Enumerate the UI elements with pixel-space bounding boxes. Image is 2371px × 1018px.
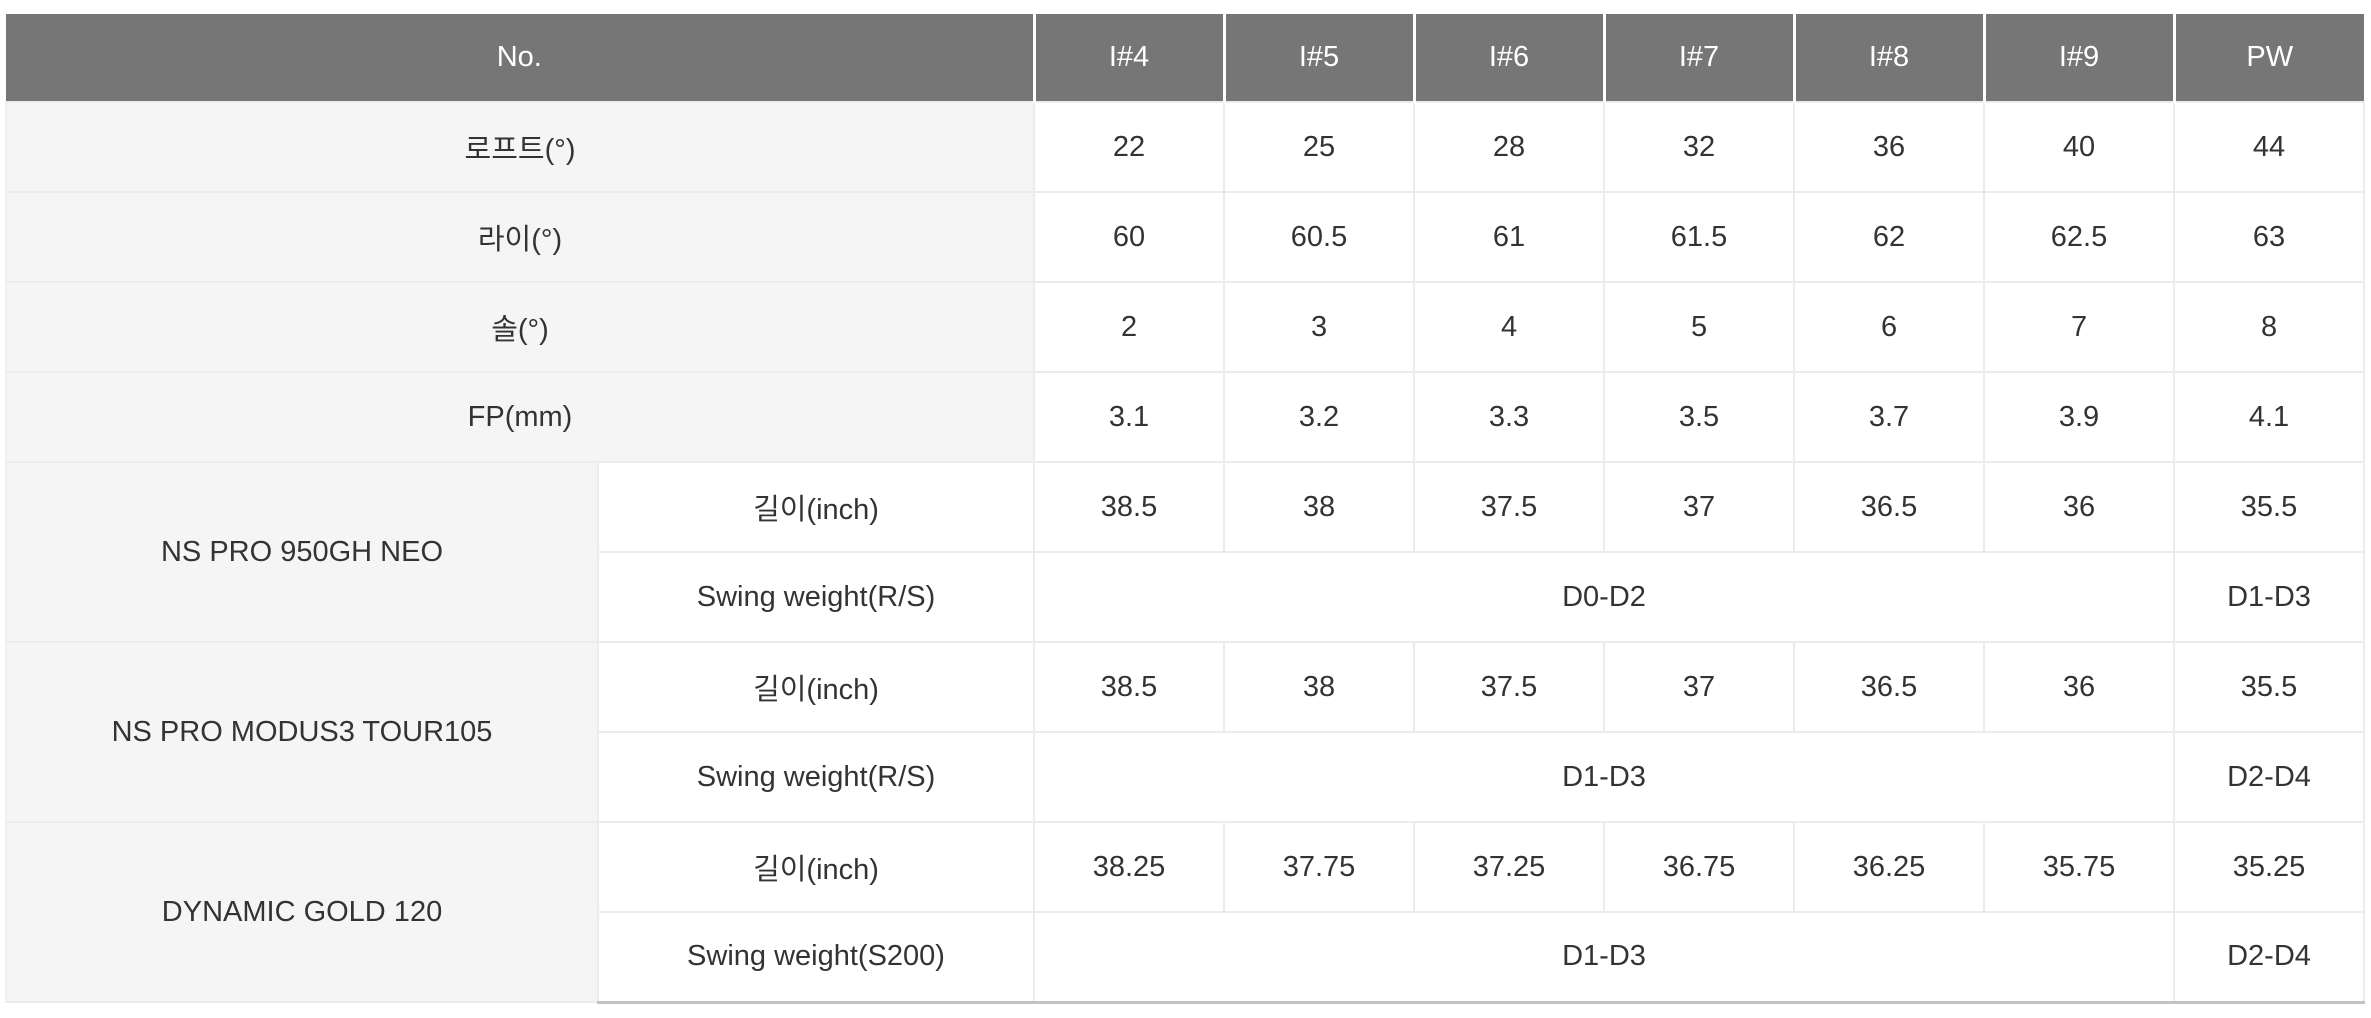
length-950gh-i4: 38.5	[1033, 461, 1226, 553]
lie-i7: 61.5	[1603, 191, 1796, 283]
row-label-fp: FP(mm)	[4, 371, 1036, 463]
sole-i7: 5	[1603, 281, 1796, 373]
lie-i5: 60.5	[1223, 191, 1416, 283]
length-dg120-i4: 38.25	[1033, 821, 1226, 913]
row-label-sole: 솔(°)	[4, 281, 1036, 373]
length-modus3-i4: 38.5	[1033, 641, 1226, 733]
swing-dg120-pw: D2-D4	[2173, 911, 2366, 1004]
header-col-i9: I#9	[1984, 14, 2176, 103]
swing-label-modus3: Swing weight(R/S)	[596, 731, 1036, 823]
length-dg120-i5: 37.75	[1223, 821, 1416, 913]
header-col-i5: I#5	[1224, 14, 1416, 103]
swing-950gh-main: D0-D2	[1033, 551, 2176, 643]
loft-pw: 44	[2173, 101, 2366, 193]
header-col-pw: PW	[2174, 14, 2365, 103]
length-950gh-pw: 35.5	[2173, 461, 2366, 553]
swing-label-dg120: Swing weight(S200)	[596, 911, 1036, 1004]
swing-label-950gh: Swing weight(R/S)	[596, 551, 1036, 643]
length-950gh-i5: 38	[1223, 461, 1416, 553]
swing-modus3-pw: D2-D4	[2173, 731, 2366, 823]
length-dg120-i6: 37.25	[1413, 821, 1606, 913]
length-950gh-i7: 37	[1603, 461, 1796, 553]
length-950gh-i8: 36.5	[1793, 461, 1986, 553]
length-modus3-i9: 36	[1983, 641, 2176, 733]
shaft-950gh-swing-row: Swing weight(R/S) D0-D2 D1-D3	[6, 551, 2366, 643]
fp-i4: 3.1	[1033, 371, 1226, 463]
sole-i4: 2	[1033, 281, 1226, 373]
length-950gh-i9: 36	[1983, 461, 2176, 553]
length-modus3-pw: 35.5	[2173, 641, 2366, 733]
length-modus3-i8: 36.5	[1793, 641, 1986, 733]
length-modus3-i7: 37	[1603, 641, 1796, 733]
sole-i8: 6	[1793, 281, 1986, 373]
shaft-modus3-length-row: NS PRO MODUS3 TOUR105 길이(inch) 38.5 38 3…	[5, 641, 2366, 823]
shaft-dg120-length-row: DYNAMIC GOLD 120 길이(inch) 38.25 37.75 37…	[5, 821, 2366, 1003]
spec-row-sole: 솔(°) 2 3 4 5 6 7 8	[4, 281, 2366, 373]
fp-i6: 3.3	[1413, 371, 1606, 463]
loft-i9: 40	[1983, 101, 2176, 193]
spec-row-loft: 로프트(°) 22 25 28 32 36 40 44	[4, 101, 2366, 193]
loft-i5: 25	[1223, 101, 1416, 193]
header-no: No.	[6, 14, 1036, 103]
shaft-name-950gh: NS PRO 950GH NEO	[5, 461, 599, 643]
swing-modus3-main: D1-D3	[1033, 731, 2176, 823]
length-label-dg120: 길이(inch)	[596, 821, 1036, 913]
sole-i6: 4	[1413, 281, 1606, 373]
row-label-lie: 라이(°)	[4, 191, 1036, 283]
fp-i5: 3.2	[1223, 371, 1416, 463]
lie-i8: 62	[1793, 191, 1986, 283]
length-dg120-pw: 35.25	[2173, 821, 2366, 913]
lie-pw: 63	[2173, 191, 2366, 283]
lie-i6: 61	[1413, 191, 1606, 283]
lie-i9: 62.5	[1983, 191, 2176, 283]
shaft-dg120-swing-row: Swing weight(S200) D1-D3 D2-D4	[6, 911, 2366, 1004]
sole-pw: 8	[2173, 281, 2366, 373]
lie-i4: 60	[1033, 191, 1226, 283]
length-dg120-i8: 36.25	[1793, 821, 1986, 913]
length-label-modus3: 길이(inch)	[596, 641, 1036, 733]
shaft-name-dg120: DYNAMIC GOLD 120	[5, 821, 599, 1003]
length-label-950gh: 길이(inch)	[596, 461, 1036, 553]
shaft-950gh-length-row: NS PRO 950GH NEO 길이(inch) 38.5 38 37.5 3…	[5, 461, 2366, 643]
header-col-i8: I#8	[1794, 14, 1986, 103]
header-col-i4: I#4	[1034, 14, 1226, 103]
row-label-loft: 로프트(°)	[4, 101, 1036, 193]
fp-pw: 4.1	[2173, 371, 2366, 463]
swing-dg120-main: D1-D3	[1033, 911, 2176, 1004]
fp-i8: 3.7	[1793, 371, 1986, 463]
length-modus3-i6: 37.5	[1413, 641, 1606, 733]
fp-i7: 3.5	[1603, 371, 1796, 463]
table-header-row: No. I#4 I#5 I#6 I#7 I#8 I#9 PW	[6, 14, 2365, 103]
shaft-modus3-swing-row: Swing weight(R/S) D1-D3 D2-D4	[6, 731, 2366, 823]
spec-row-lie: 라이(°) 60 60.5 61 61.5 62 62.5 63	[4, 191, 2366, 283]
loft-i4: 22	[1033, 101, 1226, 193]
spec-row-fp: FP(mm) 3.1 3.2 3.3 3.5 3.7 3.9 4.1	[4, 371, 2366, 463]
loft-i8: 36	[1793, 101, 1986, 193]
length-modus3-i5: 38	[1223, 641, 1416, 733]
club-spec-table: No. I#4 I#5 I#6 I#7 I#8 I#9 PW 로프트(°) 22…	[4, 14, 2366, 1004]
shaft-name-modus3: NS PRO MODUS3 TOUR105	[5, 641, 599, 823]
length-dg120-i7: 36.75	[1603, 821, 1796, 913]
fp-i9: 3.9	[1983, 371, 2176, 463]
length-dg120-i9: 35.75	[1983, 821, 2176, 913]
header-col-i7: I#7	[1604, 14, 1796, 103]
loft-i7: 32	[1603, 101, 1796, 193]
swing-950gh-pw: D1-D3	[2173, 551, 2366, 643]
sole-i9: 7	[1983, 281, 2176, 373]
length-950gh-i6: 37.5	[1413, 461, 1606, 553]
sole-i5: 3	[1223, 281, 1416, 373]
loft-i6: 28	[1413, 101, 1606, 193]
header-col-i6: I#6	[1414, 14, 1606, 103]
